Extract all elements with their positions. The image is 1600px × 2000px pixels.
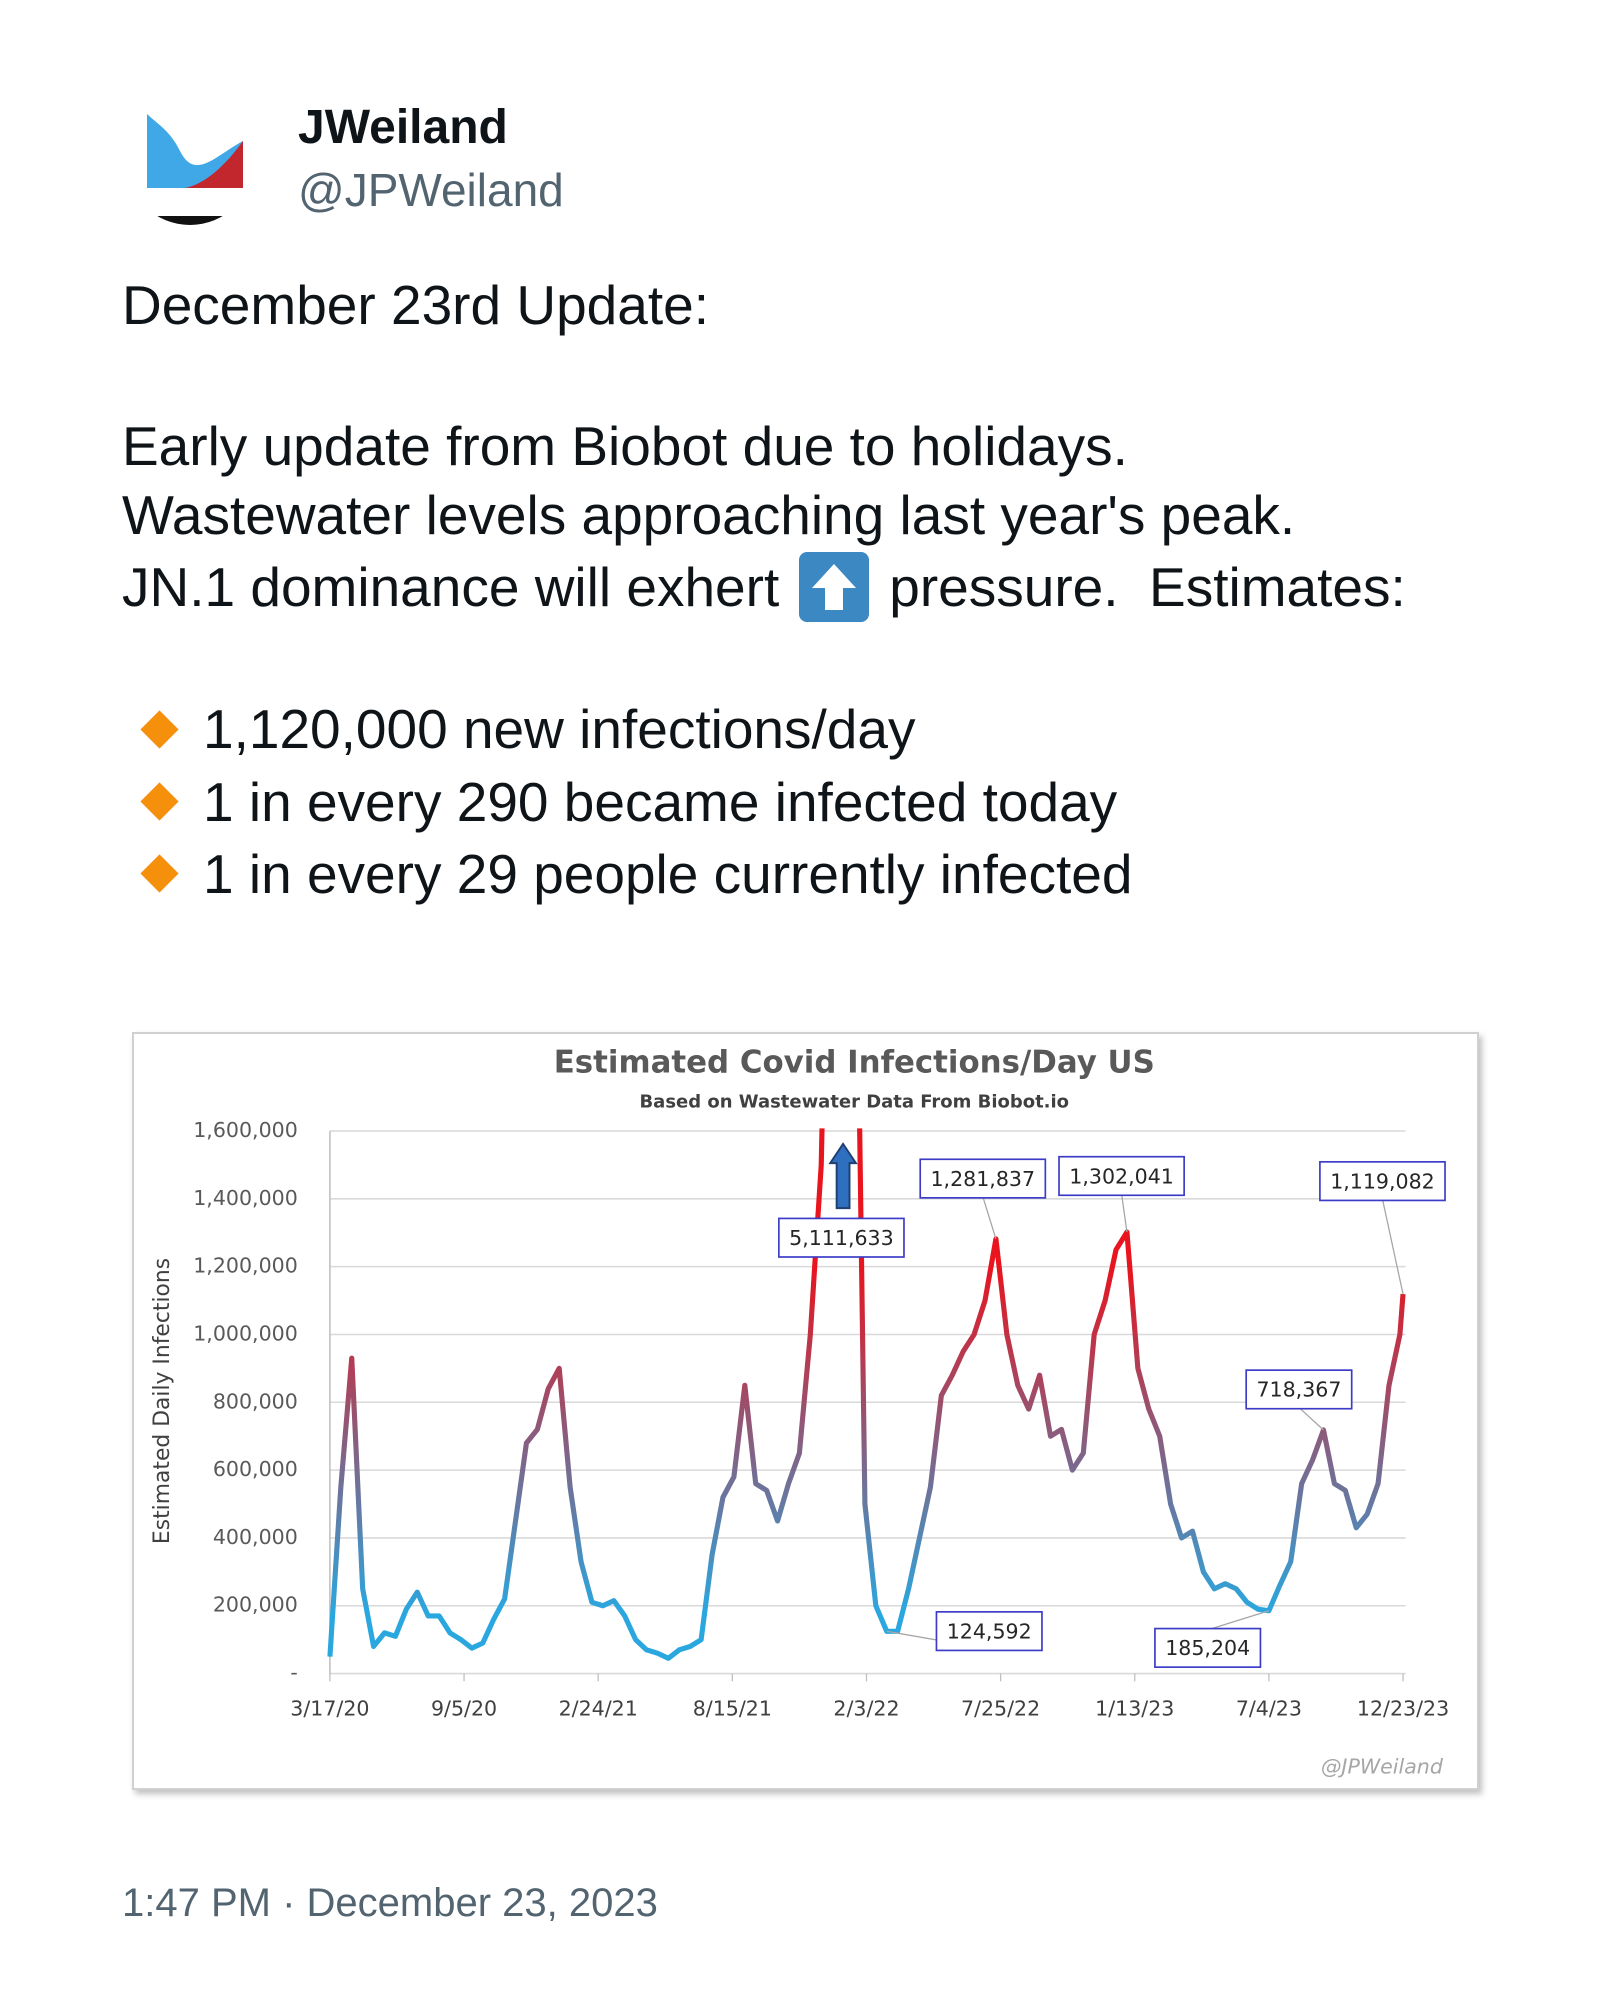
x-tick-label: 9/5/20 (431, 1697, 497, 1721)
y-tick-label: 1,600,000 (193, 1118, 298, 1142)
callout-box (935, 1611, 1043, 1652)
callout-box (1319, 1161, 1446, 1202)
x-tick-label: 2/24/21 (559, 1697, 638, 1721)
callout-box (919, 1158, 1047, 1199)
x-tick-label: 12/23/23 (1357, 1697, 1449, 1721)
x-tick-label: 8/15/21 (693, 1697, 772, 1721)
timestamp[interactable]: 1:47 PM · December 23, 2023 (122, 1881, 658, 1925)
y-tick-label: 200,000 (213, 1593, 298, 1617)
data-label: 1,281,837 (931, 1167, 1036, 1191)
tweet-text: JN.1 dominance will exhert (122, 556, 780, 618)
callout-box (778, 1217, 905, 1258)
plot-area (327, 1128, 1406, 1661)
x-tick-label: 1/13/23 (1095, 1697, 1174, 1721)
user-handle[interactable]: @JPWeiland (298, 164, 564, 216)
y-tick-label: 400,000 (213, 1525, 298, 1549)
tweet-text: pressure. Estimates: (889, 556, 1406, 618)
y-tick-label: 600,000 (213, 1457, 298, 1481)
chart-title: Estimated Covid Infections/Day US (554, 1045, 1155, 1081)
x-tick-label: 7/25/22 (961, 1697, 1040, 1721)
data-label: 1,119,082 (1330, 1169, 1435, 1193)
user-name[interactable]: JWeiland (298, 101, 508, 154)
callout-box (1154, 1627, 1262, 1668)
y-tick-label: - (290, 1661, 297, 1685)
callout-box (1058, 1155, 1185, 1197)
data-line (327, 1128, 1406, 1661)
callout-leader (1207, 1610, 1270, 1631)
callout-leader (982, 1196, 997, 1240)
tweet-line: Wastewater levels approaching last year'… (122, 484, 1296, 546)
data-label: 124,592 (947, 1619, 1032, 1643)
credit: @JPWeiland (1321, 1754, 1444, 1778)
y-tick-label: 1,000,000 (193, 1321, 298, 1345)
up-arrow-emoji (799, 552, 870, 623)
y-axis-title: Estimated Daily Infections (150, 1258, 175, 1544)
chart-image[interactable]: Estimated Covid Infections/Day US Based … (132, 1032, 1479, 1790)
callout-leader (1381, 1199, 1404, 1295)
data-label: 185,204 (1165, 1636, 1250, 1660)
x-tick-label: 7/4/23 (1236, 1697, 1302, 1721)
y-tick-label: 800,000 (213, 1389, 298, 1413)
data-label: 1,302,041 (1069, 1164, 1174, 1188)
y-tick-label: 1,200,000 (193, 1254, 298, 1278)
bullet-icon (140, 854, 179, 893)
callout-leader (1298, 1406, 1324, 1431)
bullet-text: 1 in every 29 people currently infected (203, 843, 1133, 905)
tweet-line: Early update from Biobot due to holidays… (122, 415, 1128, 477)
x-tick-label: 3/17/20 (290, 1697, 369, 1721)
avatar[interactable] (125, 96, 255, 226)
chart: Estimated Covid Infections/Day US Based … (150, 1045, 1449, 1779)
data-label: 5,111,633 (789, 1226, 894, 1250)
x-tick-label: 2/3/22 (833, 1697, 899, 1721)
bullet-icon (140, 710, 179, 749)
callout-box (1245, 1369, 1353, 1410)
data-label: 718,367 (1256, 1378, 1341, 1402)
tweet-line: December 23rd Update: (122, 274, 709, 336)
bullet-icon (140, 782, 179, 821)
bullet-text: 1,120,000 new infections/day (203, 698, 916, 760)
peak-arrow (828, 1142, 858, 1210)
bullet-text: 1 in every 290 became infected today (203, 771, 1118, 833)
callout-leader (1120, 1193, 1128, 1233)
chart-subtitle: Based on Wastewater Data From Biobot.io (639, 1092, 1069, 1113)
tweet-line: JN.1 dominance will exhert pressure. Esti… (122, 551, 1406, 623)
y-tick-label: 1,400,000 (193, 1186, 298, 1210)
